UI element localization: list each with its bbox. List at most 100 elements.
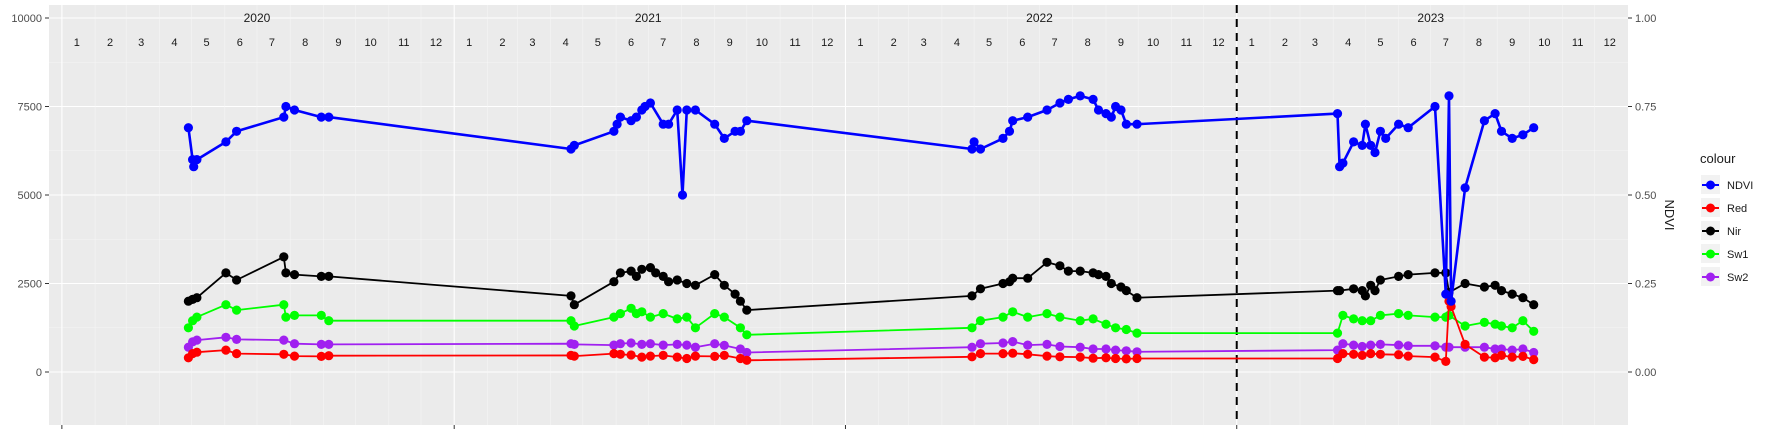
data-point-ndvi: [1446, 296, 1456, 306]
data-point-nir: [1430, 268, 1440, 278]
data-point-sw1: [710, 309, 720, 319]
month-label: 11: [789, 37, 800, 49]
data-point-red: [324, 351, 334, 361]
data-point-red: [1366, 349, 1376, 359]
data-point-sw1: [998, 312, 1008, 322]
data-point-sw1: [1042, 309, 1052, 319]
data-point-ndvi: [645, 98, 656, 108]
data-point-sw2: [289, 339, 300, 349]
data-point-sw2: [1507, 345, 1517, 355]
data-point-ndvi: [612, 119, 622, 129]
data-point-nir: [1075, 266, 1085, 276]
month-label: 2: [107, 37, 113, 49]
year-label: 2022: [1026, 11, 1053, 25]
data-point-sw2: [690, 342, 701, 352]
data-point-ndvi: [289, 105, 300, 115]
month-label: 4: [171, 37, 177, 49]
data-point-nir: [609, 277, 619, 287]
data-point-nir: [682, 278, 692, 289]
data-point-nir: [975, 284, 986, 294]
legend-item-red: Red: [1701, 198, 1747, 217]
data-point-ndvi: [1093, 105, 1104, 115]
month-label: 12: [1212, 37, 1224, 49]
data-point-nir: [281, 268, 291, 278]
data-point-sw2: [975, 339, 986, 349]
month-label: 1: [74, 37, 80, 49]
month-label: 1: [857, 37, 863, 49]
data-point-red: [1042, 351, 1052, 361]
data-point-nir: [1496, 286, 1507, 296]
data-point-sw1: [289, 310, 300, 320]
month-label: 3: [529, 37, 535, 49]
data-point-ndvi: [1394, 119, 1404, 129]
data-point-sw1: [1529, 326, 1539, 336]
month-label: 7: [1051, 37, 1057, 49]
month-label: 8: [302, 37, 308, 49]
data-point-red: [626, 350, 636, 360]
data-point-red: [742, 355, 752, 365]
month-label: 11: [1181, 37, 1192, 49]
data-point-ndvi: [1460, 183, 1470, 193]
legend-key-point: [1706, 226, 1715, 236]
data-point-ndvi: [189, 162, 199, 172]
data-point-red: [1111, 353, 1121, 364]
data-point-nir: [1063, 266, 1073, 276]
data-point-ndvi: [1121, 119, 1131, 129]
data-point-ndvi: [232, 126, 242, 136]
data-point-ndvi: [677, 190, 688, 200]
data-point-sw1: [183, 323, 193, 333]
data-point-ndvi: [1042, 105, 1052, 115]
data-point-red: [967, 352, 977, 362]
data-point-sw2: [967, 342, 977, 352]
data-point-nir: [1460, 278, 1470, 289]
data-point-red: [192, 347, 202, 357]
data-point-sw2: [1132, 347, 1142, 357]
data-point-ndvi: [672, 105, 682, 115]
data-point-ndvi: [615, 112, 626, 122]
data-point-sw1: [316, 310, 326, 320]
legend-key-point: [1706, 249, 1715, 259]
data-point-red: [1529, 355, 1539, 365]
data-point-nir: [615, 268, 626, 278]
month-label: 9: [1509, 37, 1515, 49]
month-label: 12: [430, 37, 442, 49]
data-point-red: [279, 349, 289, 359]
data-point-sw1: [672, 314, 682, 324]
data-point-ndvi: [735, 126, 746, 136]
data-point-sw1: [1338, 310, 1348, 320]
data-point-ndvi: [1441, 289, 1451, 299]
data-point-sw1: [1479, 317, 1489, 327]
data-point-red: [690, 351, 701, 361]
data-point-nir: [279, 252, 289, 262]
data-point-ndvi: [664, 119, 674, 129]
data-point-sw2: [719, 340, 729, 350]
data-point-sw1: [1349, 314, 1359, 324]
legend-item-ndvi: NDVI: [1701, 175, 1753, 194]
data-point-sw1: [1088, 314, 1098, 324]
data-point-sw1: [719, 312, 729, 322]
data-point-red: [1479, 352, 1489, 362]
y-right-tick-label: 1.00: [1635, 13, 1656, 25]
data-point-nir: [1121, 286, 1131, 296]
month-label: 9: [1118, 37, 1124, 49]
data-point-ndvi: [1370, 147, 1380, 158]
legend-item-sw1: Sw1: [1701, 244, 1748, 263]
data-point-ndvi: [1063, 94, 1073, 104]
data-point-sw1: [645, 312, 656, 322]
data-point-ndvi: [1529, 123, 1539, 133]
data-point-sw1: [742, 330, 752, 340]
data-point-ndvi: [1349, 137, 1359, 147]
y-left-tick-label: 2500: [18, 279, 42, 291]
data-point-ndvi: [998, 133, 1008, 143]
month-label: 2: [1282, 37, 1288, 49]
data-point-red: [1507, 352, 1517, 362]
month-label: 6: [1411, 37, 1417, 49]
year-label: 2021: [635, 11, 662, 25]
data-point-red: [615, 349, 626, 359]
month-label: 10: [756, 37, 768, 49]
month-label: 4: [563, 37, 569, 49]
data-point-ndvi: [1023, 112, 1033, 122]
data-point-red: [316, 351, 326, 361]
data-point-nir: [1529, 300, 1539, 310]
legend-key-point: [1706, 180, 1715, 190]
